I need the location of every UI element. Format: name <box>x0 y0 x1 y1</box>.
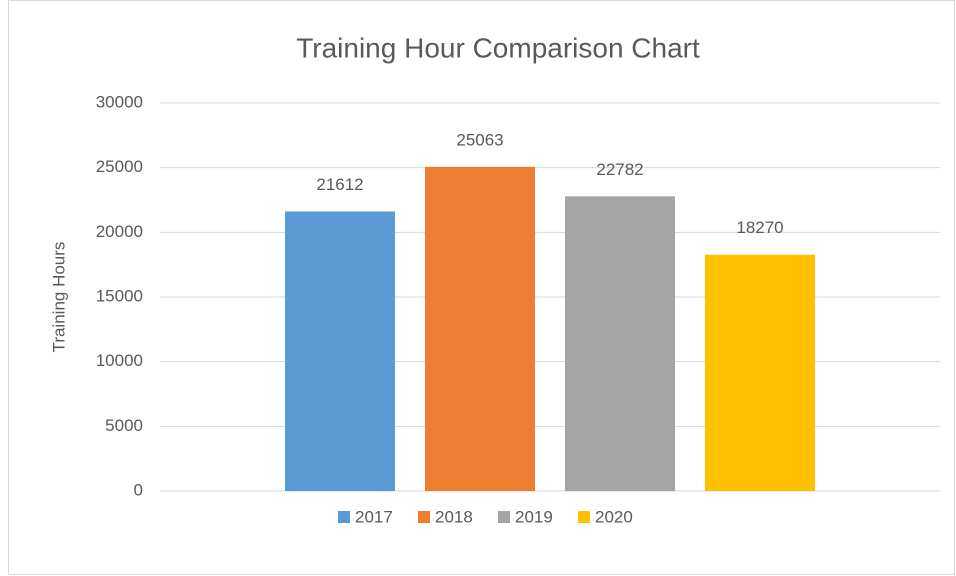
legend-swatch <box>418 511 430 523</box>
y-tick-label: 0 <box>134 480 143 499</box>
y-axis-label: Training Hours <box>49 242 68 353</box>
bar <box>565 196 675 492</box>
legend-swatch <box>338 511 350 523</box>
data-label: 21612 <box>316 175 363 194</box>
data-label: 25063 <box>456 130 503 149</box>
y-tick-label: 5000 <box>105 416 143 435</box>
bar <box>285 211 395 491</box>
y-tick-label: 20000 <box>96 222 143 241</box>
legend-label: 2019 <box>515 507 553 526</box>
y-tick-label: 10000 <box>96 351 143 370</box>
legend-label: 2020 <box>595 507 633 526</box>
legend-swatch <box>578 511 590 523</box>
y-tick-label: 15000 <box>96 286 143 305</box>
chart-title: Training Hour Comparison Chart <box>296 32 700 63</box>
data-label: 22782 <box>596 160 643 179</box>
legend-label: 2018 <box>435 507 473 526</box>
legend-swatch <box>498 511 510 523</box>
data-label: 18270 <box>736 218 783 237</box>
y-tick-label: 25000 <box>96 157 143 176</box>
bar <box>425 166 535 491</box>
legend-label: 2017 <box>355 507 393 526</box>
y-tick-label: 30000 <box>96 92 143 111</box>
bar <box>705 254 815 491</box>
